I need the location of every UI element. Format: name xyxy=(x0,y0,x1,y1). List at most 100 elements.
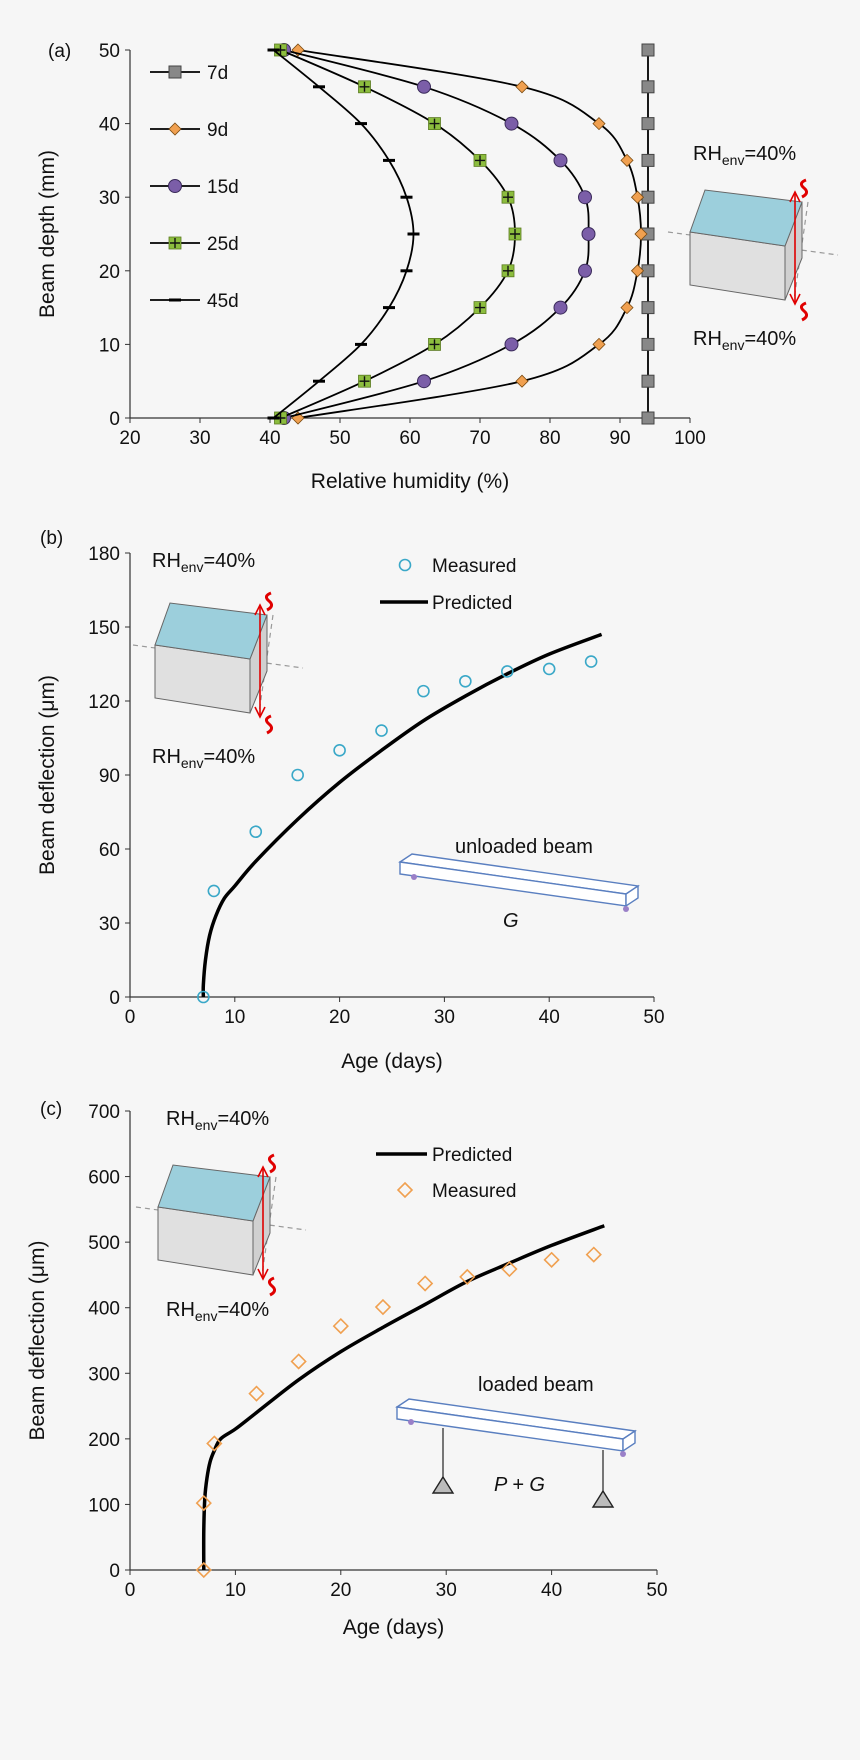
rh-subscript: env xyxy=(181,559,204,575)
series-predicted-line xyxy=(201,632,603,998)
arrow-head-up xyxy=(254,603,266,616)
rh-value: =40% xyxy=(217,1299,269,1321)
y-tick-label: 10 xyxy=(99,335,120,356)
x-axis-label: Age (days) xyxy=(343,1616,445,1639)
moisture-squiggle-icon xyxy=(264,591,274,612)
series-predicted xyxy=(201,632,603,998)
series-25d-point-cross xyxy=(475,155,485,166)
panel-c-chart: (c)0 10 20 30 40 500100200300400500600700Age … xyxy=(26,1099,668,1639)
series-measured-point xyxy=(501,1260,518,1278)
legend-label: 9d xyxy=(207,120,228,141)
x-tick-label: 40 xyxy=(259,428,280,449)
series-measured-point xyxy=(206,1435,223,1452)
series-25d-point xyxy=(428,337,441,351)
load-weight-icon xyxy=(591,1489,615,1508)
series-25d-point-cross xyxy=(359,81,370,92)
rh-prefix: RH xyxy=(152,550,181,572)
y-tick-label: 30 xyxy=(99,914,120,935)
legend-marker-cross xyxy=(170,238,180,248)
x-tick-label: 30 xyxy=(189,428,210,449)
series-measured-point xyxy=(543,1251,560,1268)
x-tick-label: 0 xyxy=(125,1007,136,1028)
series-measured-point xyxy=(291,768,304,782)
moisture-squiggle-icon xyxy=(267,1153,277,1174)
series-15d-line xyxy=(283,49,590,419)
x-tick-label: 90 xyxy=(609,428,630,449)
series-predicted-line xyxy=(201,1224,605,1571)
series-measured-point xyxy=(197,990,210,1004)
moisture-squiggle-icon xyxy=(264,714,274,735)
series-25d-point-cross xyxy=(359,376,370,387)
y-axis-label: Beam deflection (μm) xyxy=(26,1240,49,1440)
series-measured-point xyxy=(332,1317,349,1335)
rh-env-label: RHenv=40% xyxy=(166,1108,269,1133)
series-9d-point xyxy=(515,80,529,94)
rh-value: =40% xyxy=(744,328,796,350)
panel-label: (b) xyxy=(40,528,63,549)
unloaded-load-label: G xyxy=(503,910,519,932)
x-tick-label: 30 xyxy=(434,1007,455,1028)
series-25d-point-cross xyxy=(503,192,513,203)
series-25d: 25d xyxy=(150,43,522,425)
series-measured-point xyxy=(542,662,556,676)
loaded-beam-diagram xyxy=(395,1398,637,1508)
cube-top-face xyxy=(157,1164,271,1222)
series-measured-point xyxy=(417,684,430,698)
series-9d-point xyxy=(634,227,648,241)
series-15d-point xyxy=(553,300,568,315)
series-measured-point xyxy=(207,884,221,898)
y-tick-label: 0 xyxy=(109,409,120,430)
y-tick-label: 180 xyxy=(88,544,120,565)
beam-end-face xyxy=(622,1429,636,1453)
series-25d-point xyxy=(473,301,487,315)
series-25d-line xyxy=(280,49,516,419)
series-9d-point xyxy=(515,374,529,388)
series-measured-point xyxy=(459,1268,476,1286)
load-weight-icon xyxy=(431,1475,455,1494)
series-measured-point xyxy=(195,1494,212,1512)
y-tick-label: 100 xyxy=(88,1495,120,1516)
x-tick-label: 60 xyxy=(399,428,420,449)
rh-env-label: RHenv=40% xyxy=(693,143,796,168)
panel-a-chart: (a) 20 30 40 50 60 70 80 90 100 0 10 20 30 40 50 Relativ… xyxy=(36,41,706,493)
rh-value: =40% xyxy=(203,550,255,572)
series-measured-point xyxy=(375,724,388,737)
beam-end-face xyxy=(625,884,639,908)
series-25d-point xyxy=(501,190,515,204)
series-measured xyxy=(195,1246,602,1579)
legend-label: 15d xyxy=(207,177,239,198)
support-icon xyxy=(620,1451,626,1457)
cube-illustration-b xyxy=(132,591,304,735)
y-axis-label: Beam deflection (μm) xyxy=(36,675,59,875)
support-icon xyxy=(411,874,417,880)
legend-label: Measured xyxy=(432,1181,517,1202)
series-measured xyxy=(197,655,598,1004)
series-9d-point xyxy=(630,190,645,204)
rh-env-label: RHenv=40% xyxy=(693,328,796,353)
x-axis-label: Relative humidity (%) xyxy=(311,470,509,493)
y-tick-label: 60 xyxy=(99,840,120,861)
unloaded-beam-label: unloaded beam xyxy=(455,836,593,858)
legend-label: 45d xyxy=(207,291,239,312)
series-15d-point xyxy=(581,227,596,241)
x-tick-label: 70 xyxy=(469,428,490,449)
series-measured-point xyxy=(374,1298,392,1316)
cube-top-face xyxy=(689,189,803,247)
panel-label: (a) xyxy=(48,41,71,62)
series-25d-point-cross xyxy=(475,302,485,313)
series-7d-point xyxy=(641,411,655,425)
arrow-head-down xyxy=(254,706,266,719)
series-measured-point xyxy=(459,674,472,688)
series-measured-point xyxy=(195,1561,212,1579)
y-tick-label: 20 xyxy=(99,262,120,283)
x-tick-label: 50 xyxy=(646,1580,667,1601)
series-7d-point xyxy=(641,117,655,131)
y-tick-label: 400 xyxy=(88,1299,120,1320)
y-tick-label: 30 xyxy=(99,188,120,209)
x-axis-label: Age (days) xyxy=(341,1050,443,1073)
rh-prefix: RH xyxy=(166,1108,195,1130)
loaded-load-label: P + G xyxy=(494,1474,545,1496)
cube-illustration-c xyxy=(135,1153,307,1297)
series-15d-point xyxy=(504,116,519,131)
series-15d-point xyxy=(504,337,519,352)
